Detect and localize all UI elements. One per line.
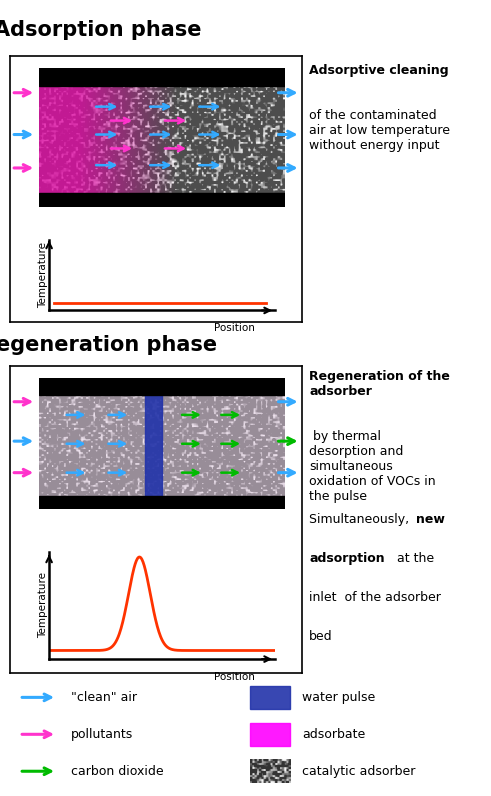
Y-axis label: Temperature: Temperature bbox=[38, 243, 48, 308]
Text: adsorption: adsorption bbox=[309, 552, 385, 565]
Bar bbox=[250, 686, 290, 709]
Bar bbox=[39, 497, 285, 509]
Text: Position: Position bbox=[214, 323, 255, 333]
Text: Simultaneously,: Simultaneously, bbox=[309, 513, 413, 526]
Text: of the contaminated
air at low temperature
without energy input: of the contaminated air at low temperatu… bbox=[309, 109, 450, 152]
Text: carbon dioxide: carbon dioxide bbox=[71, 765, 164, 778]
Text: RW heating on: RW heating on bbox=[86, 520, 202, 534]
Text: Adsorption phase: Adsorption phase bbox=[0, 20, 202, 40]
Y-axis label: Temperature: Temperature bbox=[38, 572, 48, 638]
Text: Position: Position bbox=[214, 672, 255, 682]
Bar bbox=[39, 68, 285, 86]
Text: inlet  of the adsorber: inlet of the adsorber bbox=[309, 591, 441, 604]
Text: "clean" air: "clean" air bbox=[71, 691, 137, 704]
Text: Regeneration of the
adsorber: Regeneration of the adsorber bbox=[309, 370, 450, 398]
Bar bbox=[39, 193, 285, 207]
Text: new: new bbox=[416, 513, 445, 526]
Text: adsorbate: adsorbate bbox=[302, 728, 365, 741]
Text: Adsorptive cleaning: Adsorptive cleaning bbox=[309, 64, 449, 76]
Text: bed: bed bbox=[309, 630, 333, 643]
Bar bbox=[250, 723, 290, 746]
Text: at the: at the bbox=[393, 552, 434, 565]
Text: by thermal
desorption and
simultaneous
oxidation of VOCs in
the pulse: by thermal desorption and simultaneous o… bbox=[309, 430, 436, 503]
Text: Regeneration phase: Regeneration phase bbox=[0, 335, 217, 355]
Text: catalytic adsorber: catalytic adsorber bbox=[302, 765, 415, 778]
Text: water pulse: water pulse bbox=[302, 691, 375, 704]
Bar bbox=[39, 378, 285, 395]
Bar bbox=[145, 378, 162, 509]
Text: pollutants: pollutants bbox=[71, 728, 134, 741]
Text: RW heating off: RW heating off bbox=[93, 217, 196, 231]
